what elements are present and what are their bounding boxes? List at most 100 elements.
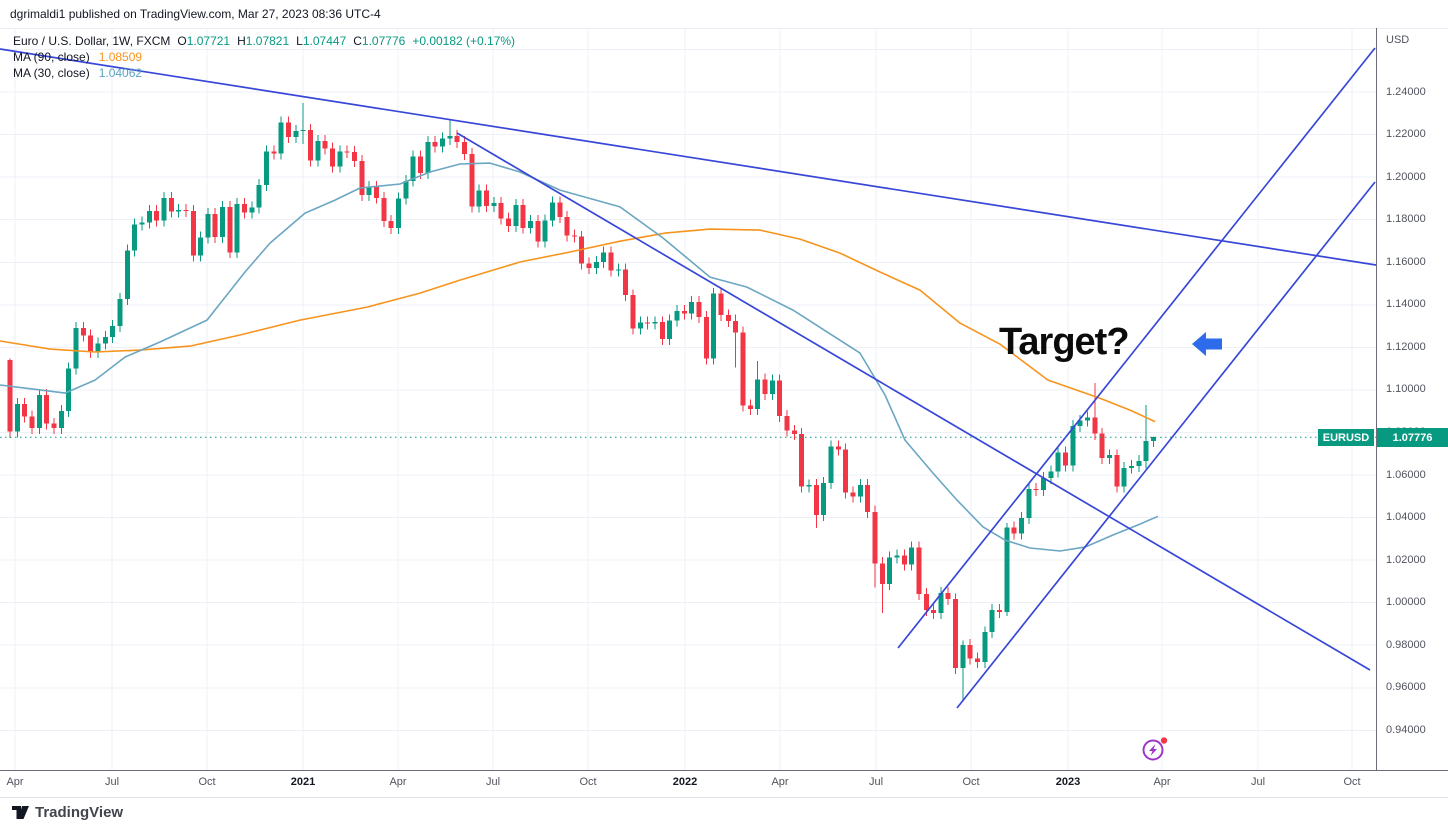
target-annotation[interactable]: Target? [999,321,1130,363]
candle [505,212,511,232]
candle [51,417,57,435]
x-axis-label: Oct [198,776,216,788]
candle [1011,521,1017,540]
candle [659,316,665,345]
candle [1107,449,1112,465]
chart-legend: Euro / U.S. Dollar, 1W, FXCM O1.07721 H1… [13,33,515,81]
y-axis-label: 1.14000 [1386,298,1426,311]
tradingview-logo-icon [12,806,29,819]
candle [1063,446,1069,472]
y-axis-label: 1.02000 [1386,553,1426,566]
x-axis-label: Apr [1153,776,1171,788]
y-axis-label: 1.22000 [1386,128,1426,141]
candle [256,179,262,214]
candle [1026,482,1032,524]
candle [813,478,819,529]
y-axis-label: 1.16000 [1386,255,1426,268]
candle [718,287,724,322]
candle [1048,465,1054,484]
x-axis-label: 2022 [672,776,698,788]
y-axis-label: 1.04000 [1386,511,1426,524]
candle [476,184,482,213]
candle [1085,411,1091,427]
candle [931,603,937,619]
low-value: L1.07447 [296,34,347,48]
trendline-long-descending-resistance[interactable] [0,48,1377,266]
candle [879,557,885,613]
y-axis-label: 1.24000 [1386,85,1426,98]
candle [139,216,145,231]
candle [146,204,152,229]
x-axis-label: Jul [1250,776,1266,788]
candle [359,155,365,202]
candle [725,309,731,327]
candle [821,476,827,521]
candle [220,200,226,244]
trendline-ascending-channel-upper[interactable] [897,47,1376,649]
candle [1033,482,1039,496]
candle [953,593,959,674]
candle [557,196,563,223]
candle [1092,382,1098,441]
candle [124,244,130,305]
candle [264,145,270,191]
candle [168,191,174,218]
x-axis-label: Apr [389,776,407,788]
footer-border [0,797,1448,798]
x-axis-label: Oct [579,776,597,788]
left-arrow-annotation[interactable] [1184,328,1226,360]
candle [681,305,687,320]
candle [513,198,519,232]
candle [212,208,218,244]
candle [762,373,768,400]
ma-line-90 [0,228,1156,423]
candle [439,132,445,153]
candle [322,134,328,155]
price-axis-border [1376,28,1377,770]
candle [36,388,42,435]
candle [498,196,504,225]
x-axis-label: Jul [868,776,884,788]
trendline-ascending-channel-lower[interactable] [956,181,1376,709]
candle [417,150,423,179]
gridlines [0,28,1376,770]
candle [381,191,387,227]
y-axis-label: 1.18000 [1386,213,1426,226]
candle [205,208,211,244]
x-axis-label: Oct [1343,776,1361,788]
candle [344,145,350,159]
tradingview-logo[interactable]: TradingView [12,804,123,821]
candle [784,410,790,437]
candle [242,198,248,219]
candle [894,549,900,564]
candle [432,135,438,153]
x-axis-label: Jul [104,776,120,788]
candle [535,214,541,248]
published-byline: dgrimaldi1 published on TradingView.com,… [10,7,381,21]
candle [234,198,240,259]
trendline-steep-descending-resistance[interactable] [456,132,1371,671]
candle [7,358,13,439]
candle [769,374,775,400]
high-value: H1.07821 [237,34,290,48]
time-axis-border [0,770,1448,771]
candle [491,196,497,212]
candle [806,479,812,493]
candle [527,214,533,234]
candle [799,427,805,493]
candle [183,203,189,218]
candle [593,256,599,274]
candle [1114,449,1120,493]
y-axis-label: 1.00000 [1386,596,1426,609]
candle [843,443,849,499]
candle [308,123,314,167]
candle [835,440,841,456]
candle [777,374,783,423]
candle [733,314,739,368]
candle [997,604,1003,618]
candle [1004,523,1010,617]
candle [403,174,409,205]
candle [630,289,636,335]
event-icon[interactable] [1138,732,1180,768]
